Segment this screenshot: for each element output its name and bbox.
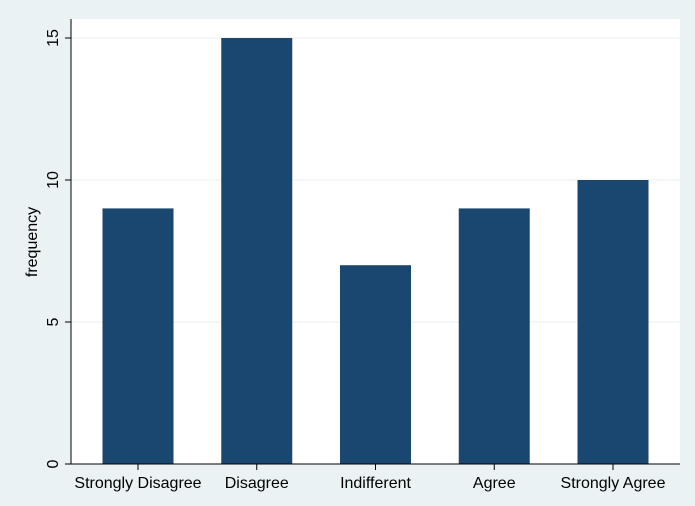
x-tick-label: Disagree bbox=[225, 475, 289, 492]
x-tick-label: Indifferent bbox=[340, 475, 411, 492]
bar-strongly-agree bbox=[577, 180, 649, 464]
bar-agree bbox=[458, 208, 530, 464]
y-tick-label: 15 bbox=[45, 29, 62, 47]
y-tick-label: 5 bbox=[45, 317, 62, 326]
x-ticks: Strongly Disagree Disagree Indifferent Agre… bbox=[74, 464, 666, 492]
y-ticks: 0 5 10 15 bbox=[45, 29, 71, 468]
bar-strongly-disagree bbox=[102, 208, 174, 464]
y-axis-label: frequency bbox=[24, 207, 41, 277]
x-tick-label: Agree bbox=[473, 475, 516, 492]
y-tick-label: 10 bbox=[45, 171, 62, 189]
bars bbox=[102, 38, 649, 464]
y-tick-label: 0 bbox=[45, 459, 62, 468]
x-tick-label: Strongly Disagree bbox=[74, 475, 201, 492]
x-tick-label: Strongly Agree bbox=[561, 475, 666, 492]
bar-disagree bbox=[221, 38, 293, 464]
bar-indifferent bbox=[340, 265, 411, 464]
